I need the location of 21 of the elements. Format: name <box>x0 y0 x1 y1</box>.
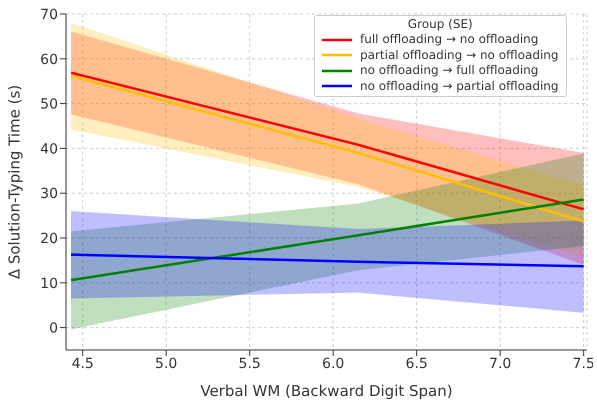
y-tick-label: 70 <box>40 6 58 23</box>
x-axis-title: Verbal WM (Backward Digit Span) <box>200 382 453 400</box>
y-tick-label: 40 <box>40 141 58 158</box>
x-tick-label: 6.0 <box>322 356 344 372</box>
legend-label: partial offloading → no offloading <box>360 48 559 63</box>
y-tick-label: 10 <box>40 276 58 292</box>
x-tick-label: 4.5 <box>72 356 94 372</box>
y-tick-label: 60 <box>40 52 58 68</box>
legend-title: Group (SE) <box>406 17 474 31</box>
y-tick-label: 50 <box>40 96 58 113</box>
x-tick-label: 5.5 <box>238 356 261 372</box>
legend-label: no offloading → full offloading <box>360 63 538 78</box>
y-tick-label: 0 <box>49 320 58 337</box>
x-tick-label: 6.5 <box>406 356 428 372</box>
y-tick-label: 20 <box>40 230 58 247</box>
legend-label: full offloading → no offloading <box>360 32 538 48</box>
y-tick-label: 30 <box>40 186 58 202</box>
y-axis-title: Δ Solution-Typing Time (s) <box>5 84 24 280</box>
x-tick-label: 5.0 <box>155 356 178 372</box>
legend-label: no offloading → partial offloading <box>360 78 559 94</box>
x-tick-label: 7.0 <box>489 356 512 372</box>
